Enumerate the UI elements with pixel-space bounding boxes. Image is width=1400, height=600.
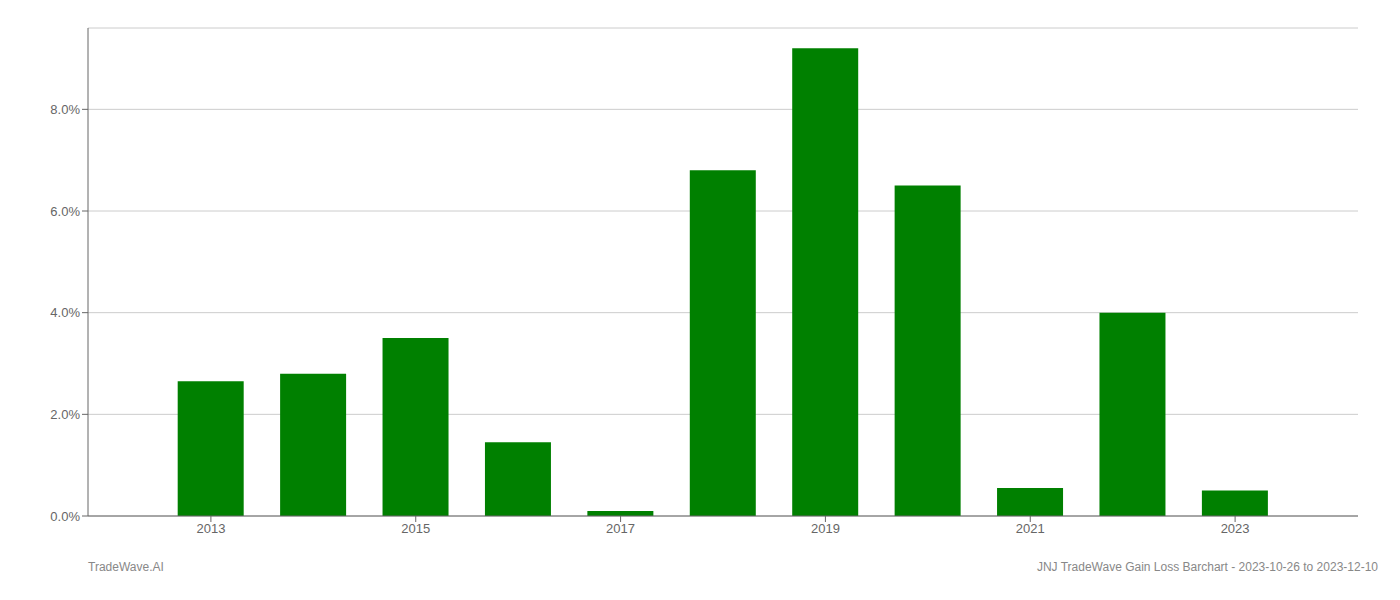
svg-text:2019: 2019	[811, 521, 840, 536]
svg-text:2023: 2023	[1221, 521, 1250, 536]
svg-text:8.0%: 8.0%	[50, 102, 80, 117]
svg-text:6.0%: 6.0%	[50, 204, 80, 219]
svg-text:4.0%: 4.0%	[50, 305, 80, 320]
svg-text:2013: 2013	[196, 521, 225, 536]
html-text:JNJ TradeWave Gain Loss Barcha: JNJ TradeWave Gain Loss Barchart - 2023-…	[1036, 560, 1378, 574]
html-text:TradeWave.AI: TradeWave.AI	[88, 560, 164, 574]
svg-text:2017: 2017	[606, 521, 635, 536]
svg-text:2.0%: 2.0%	[50, 407, 80, 422]
svg-text:0.0%: 0.0%	[50, 509, 80, 524]
svg-text:2021: 2021	[1016, 521, 1045, 536]
svg-text:2015: 2015	[401, 521, 430, 536]
